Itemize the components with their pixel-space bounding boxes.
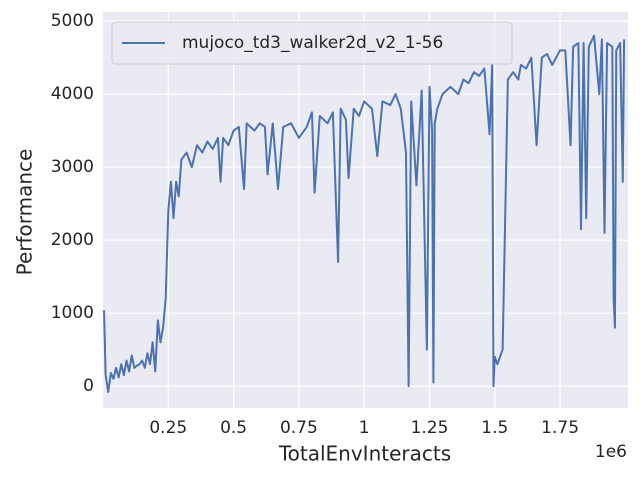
y-tick-label: 5000 bbox=[51, 11, 94, 31]
x-tick-label: 0.25 bbox=[149, 418, 187, 438]
x-tick-label: 1.75 bbox=[541, 418, 579, 438]
x-tick-label: 1.25 bbox=[411, 418, 449, 438]
x-tick-label: 1.5 bbox=[481, 418, 508, 438]
x-offset-label: 1e6 bbox=[595, 442, 627, 462]
x-tick-label: 0.5 bbox=[220, 418, 247, 438]
legend-box bbox=[111, 21, 513, 65]
y-tick-label: 1000 bbox=[51, 303, 94, 323]
legend-label: mujoco_td3_walker2d_v2_1-56 bbox=[182, 33, 443, 53]
y-tick-label: 0 bbox=[83, 376, 94, 396]
x-axis-label: TotalEnvInteracts bbox=[278, 442, 451, 466]
y-axis-label: Performance bbox=[13, 149, 37, 276]
data-line bbox=[103, 34, 626, 393]
plot-area bbox=[103, 12, 628, 408]
x-tick-label: 0.75 bbox=[280, 418, 318, 438]
x-tick-label: 1 bbox=[359, 418, 370, 438]
y-tick-label: 2000 bbox=[51, 230, 94, 250]
y-tick-label: 3000 bbox=[51, 157, 94, 177]
y-tick-label: 4000 bbox=[51, 84, 94, 104]
